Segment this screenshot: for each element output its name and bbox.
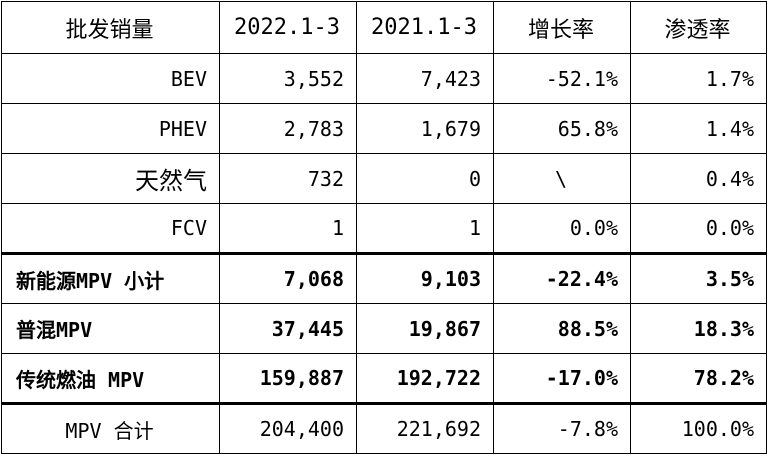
table-header-row: 批发销量 2022.1-3 2021.1-3 增长率 渗透率 — [1, 1, 767, 54]
table-row-natural-gas: 天然气 732 0 \ 0.4% — [1, 153, 767, 204]
cell-penetration: 3.5% — [630, 252, 767, 304]
cell-2021: 9,103 — [356, 252, 494, 304]
row-label: 天然气 — [1, 153, 220, 204]
row-label: FCV — [1, 203, 220, 254]
header-growth: 增长率 — [493, 1, 631, 54]
cell-2021: 221,692 — [356, 402, 494, 454]
row-label: 传统燃油 MPV — [1, 353, 220, 404]
row-label: BEV — [1, 53, 220, 104]
cell-2021: 1,679 — [356, 103, 494, 154]
cell-2022: 204,400 — [219, 402, 357, 454]
cell-2022: 2,783 — [219, 103, 357, 154]
row-label: 新能源MPV 小计 — [1, 252, 220, 304]
mpv-sales-table: 批发销量 2022.1-3 2021.1-3 增长率 渗透率 BEV 3,552… — [1, 1, 767, 454]
table-row-nev-subtotal: 新能源MPV 小计 7,068 9,103 -22.4% 3.5% — [1, 252, 767, 304]
cell-2022: 7,068 — [219, 252, 357, 304]
cell-2021: 1 — [356, 203, 494, 254]
cell-penetration: 0.4% — [630, 153, 767, 204]
cell-growth: 88.5% — [493, 303, 631, 354]
cell-growth: -7.8% — [493, 402, 631, 454]
cell-growth: 65.8% — [493, 103, 631, 154]
table-row-hybrid: 普混MPV 37,445 19,867 88.5% 18.3% — [1, 303, 767, 354]
cell-penetration: 1.4% — [630, 103, 767, 154]
cell-2022: 3,552 — [219, 53, 357, 104]
table-row-phev: PHEV 2,783 1,679 65.8% 1.4% — [1, 103, 767, 154]
cell-2021: 7,423 — [356, 53, 494, 104]
cell-penetration: 0.0% — [630, 203, 767, 254]
cell-penetration: 100.0% — [630, 402, 767, 454]
table-row-fcv: FCV 1 1 0.0% 0.0% — [1, 203, 767, 254]
header-category: 批发销量 — [1, 1, 220, 54]
cell-2021: 192,722 — [356, 353, 494, 404]
cell-2021: 0 — [356, 153, 494, 204]
cell-2022: 159,887 — [219, 353, 357, 404]
cell-penetration: 18.3% — [630, 303, 767, 354]
table-row-total: MPV 合计 204,400 221,692 -7.8% 100.0% — [1, 402, 767, 454]
cell-growth: 0.0% — [493, 203, 631, 254]
row-label: 普混MPV — [1, 303, 220, 354]
header-2022: 2022.1-3 — [219, 1, 357, 54]
table-row-bev: BEV 3,552 7,423 -52.1% 1.7% — [1, 53, 767, 104]
header-penetration: 渗透率 — [630, 1, 767, 54]
cell-penetration: 1.7% — [630, 53, 767, 104]
cell-growth: -52.1% — [493, 53, 631, 104]
row-label: MPV 合计 — [1, 402, 220, 454]
cell-2022: 732 — [219, 153, 357, 204]
table-row-ice: 传统燃油 MPV 159,887 192,722 -17.0% 78.2% — [1, 353, 767, 404]
header-2021: 2021.1-3 — [356, 1, 494, 54]
cell-growth: \ — [493, 153, 631, 204]
cell-growth: -17.0% — [493, 353, 631, 404]
cell-growth: -22.4% — [493, 252, 631, 304]
cell-2022: 37,445 — [219, 303, 357, 354]
cell-penetration: 78.2% — [630, 353, 767, 404]
cell-2022: 1 — [219, 203, 357, 254]
cell-2021: 19,867 — [356, 303, 494, 354]
row-label: PHEV — [1, 103, 220, 154]
